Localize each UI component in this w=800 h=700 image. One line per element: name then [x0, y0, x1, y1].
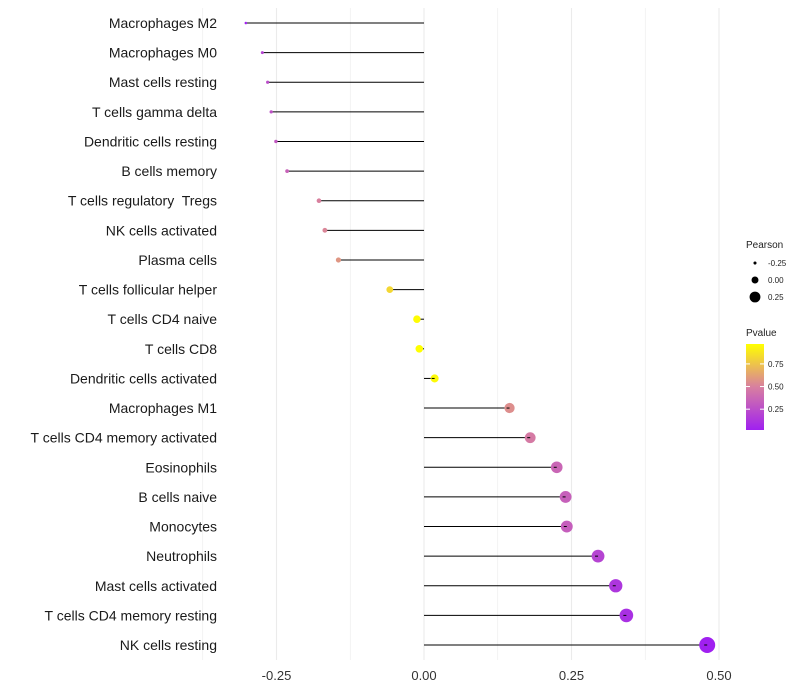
category-label: T cells CD8: [145, 341, 217, 357]
x-tick-label: 0.25: [559, 668, 584, 683]
color-legend-label: 0.50: [768, 383, 784, 392]
grid-layer: [202, 8, 720, 660]
category-labels: Macrophages M2 Macrophages M0 Mast cells r…: [31, 15, 218, 653]
lollipop-point: [335, 257, 342, 263]
x-tick-label: -0.25: [262, 668, 292, 683]
size-legend-label: 0.00: [768, 276, 784, 285]
category-label: T cells CD4 naive: [108, 311, 218, 327]
pearson-size-legend: Pearson -0.25 0.00 0.25: [746, 240, 787, 303]
category-label: T cells gamma delta: [92, 104, 217, 120]
lollipop-point: [415, 345, 424, 353]
category-label: Monocytes: [149, 519, 217, 535]
stem-layer: [245, 22, 708, 646]
lollipop-point: [285, 169, 289, 173]
lollipop-point: [244, 21, 248, 25]
size-legend-key: [751, 276, 759, 284]
category-label: B cells naive: [138, 489, 217, 505]
category-label: Dendritic cells activated: [70, 370, 217, 386]
lollipop-point: [413, 315, 421, 323]
category-label: Neutrophils: [146, 548, 217, 564]
lollipop-point: [386, 286, 394, 293]
lollipop-point: [316, 198, 322, 204]
category-label: T cells CD4 memory activated: [31, 430, 217, 446]
category-label: Mast cells resting: [109, 74, 217, 90]
lollipop-point: [269, 110, 273, 114]
category-label: T cells follicular helper: [79, 282, 218, 298]
lollipop-point: [260, 51, 264, 55]
category-label: Plasma cells: [138, 252, 217, 268]
point-layer: [244, 21, 716, 653]
category-label: NK cells resting: [120, 637, 217, 653]
category-label: Macrophages M1: [109, 400, 217, 416]
category-label: Macrophages M2: [109, 15, 217, 31]
category-label: Mast cells activated: [95, 578, 217, 594]
category-label: Macrophages M0: [109, 45, 217, 61]
color-legend-label: 0.25: [768, 405, 784, 414]
size-legend-title: Pearson: [746, 240, 783, 251]
size-legend-label: 0.25: [768, 293, 784, 302]
lollipop-point: [266, 80, 270, 84]
size-legend-label: -0.25: [768, 259, 787, 268]
lollipop-point: [274, 139, 278, 144]
category-label: T cells regulatory Tregs: [68, 193, 217, 209]
pvalue-color-legend: Pvalue 0.75 0.50 0.25: [746, 328, 784, 430]
x-tick-label: 0.00: [411, 668, 436, 683]
x-tick-label: 0.50: [706, 668, 731, 683]
category-label: NK cells activated: [106, 222, 217, 238]
x-axis-ticks: -0.25 0.00 0.25 0.50: [262, 668, 732, 683]
category-label: T cells CD4 memory resting: [45, 607, 217, 623]
size-legend-key: [749, 291, 761, 303]
category-label: B cells memory: [121, 163, 217, 179]
color-legend-title: Pvalue: [746, 328, 777, 339]
size-legend-key: [753, 261, 757, 265]
color-legend-bar: [746, 344, 764, 430]
category-label: Dendritic cells resting: [84, 133, 217, 149]
category-label: Eosinophils: [145, 459, 217, 475]
lollipop-point: [322, 227, 328, 233]
color-legend-label: 0.75: [768, 360, 784, 369]
